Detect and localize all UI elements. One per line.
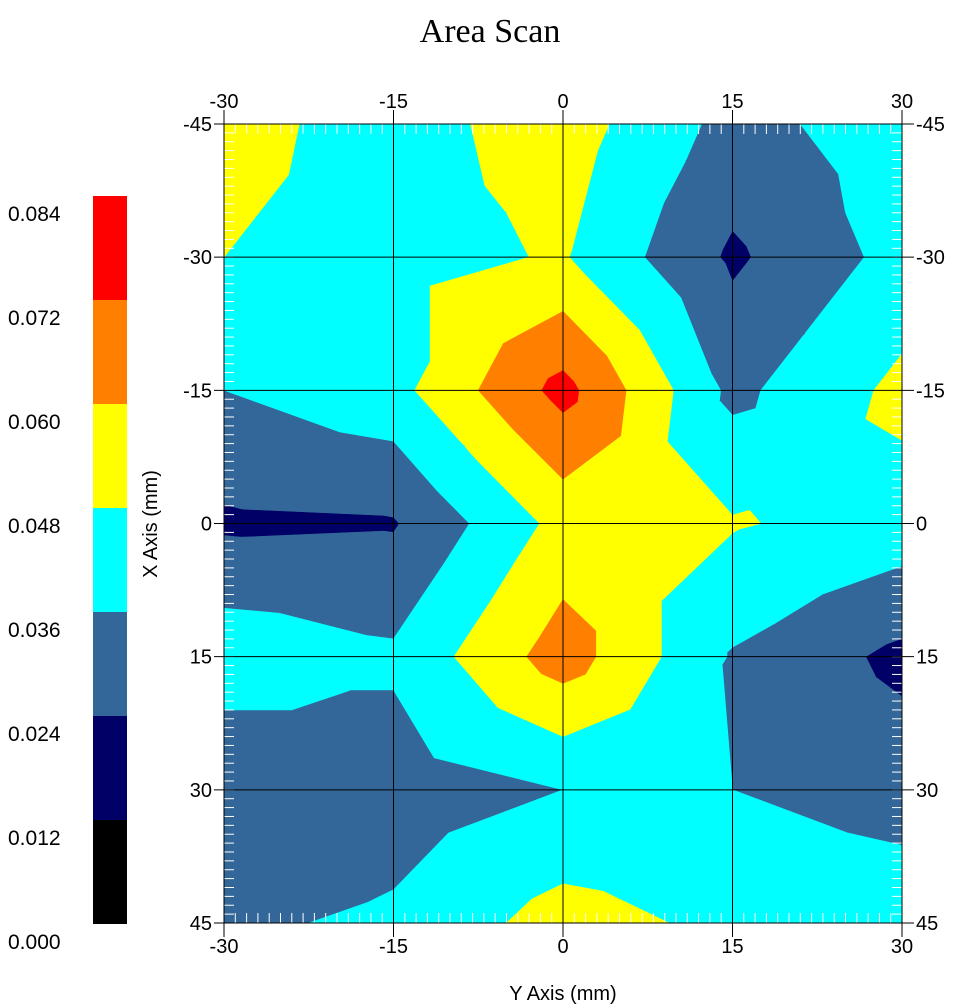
contour-band bbox=[464, 446, 479, 460]
y-tick-label-right: -45 bbox=[916, 114, 945, 136]
contour-band bbox=[804, 321, 818, 334]
contour-band bbox=[429, 285, 479, 363]
x-tick-label-bottom: -15 bbox=[379, 936, 408, 958]
contour-band bbox=[506, 898, 564, 923]
x-tick-label-bottom: -30 bbox=[210, 936, 239, 958]
y-tick-label-left: -30 bbox=[183, 247, 212, 269]
x-tick-label-top: 0 bbox=[557, 91, 568, 113]
contour-band bbox=[224, 389, 310, 510]
y-tick-label-right: -15 bbox=[916, 380, 945, 402]
x-tick-label-top: 30 bbox=[891, 91, 913, 113]
colorbar-tick-label: 0.012 bbox=[8, 827, 61, 850]
colorbar-tick-label: 0.072 bbox=[8, 307, 61, 330]
y-tick-label-right: 30 bbox=[916, 780, 938, 802]
y-tick-label-left: -15 bbox=[183, 380, 212, 402]
grid-lines bbox=[214, 110, 914, 937]
colorbar-tick-label: 0.060 bbox=[8, 411, 61, 434]
colorbar-segment bbox=[93, 612, 127, 716]
x-tick-label-bottom: 15 bbox=[721, 936, 743, 958]
colorbar-segment bbox=[93, 820, 127, 924]
y-tick-label-right: -30 bbox=[916, 247, 945, 269]
colorbar-segment bbox=[93, 716, 127, 820]
contour-field bbox=[224, 124, 902, 923]
colorbar-tick-label: 0.048 bbox=[8, 515, 61, 538]
x-tick-label-top: 15 bbox=[721, 91, 743, 113]
contour-band bbox=[224, 607, 281, 658]
colorbar-tick-label: 0.084 bbox=[8, 203, 61, 226]
x-axis-label: Y Axis (mm) bbox=[509, 983, 616, 1005]
colorbar-segment bbox=[93, 300, 127, 404]
contour-band bbox=[865, 389, 902, 441]
contour-band bbox=[224, 656, 293, 711]
y-axis-label: X Axis (mm) bbox=[140, 470, 162, 578]
y-tick-label-left: 30 bbox=[190, 780, 212, 802]
y-tick-label-left: 45 bbox=[190, 913, 212, 935]
y-tick-label-right: 45 bbox=[916, 913, 938, 935]
contour-band bbox=[224, 256, 310, 391]
x-tick-label-top: -30 bbox=[210, 91, 239, 113]
contour-band bbox=[224, 789, 310, 923]
y-tick-label-right: 0 bbox=[916, 514, 927, 536]
colorbar-segment bbox=[93, 404, 127, 508]
contour-band bbox=[224, 124, 290, 258]
colorbar-tick-label: 0.024 bbox=[8, 723, 61, 746]
x-tick-label-top: -15 bbox=[379, 91, 408, 113]
colorbar-segment bbox=[93, 196, 127, 300]
y-tick-label-left: -45 bbox=[183, 114, 212, 136]
colorbar-tick-label: 0.036 bbox=[8, 619, 61, 642]
colorbar-segment bbox=[93, 508, 127, 612]
y-tick-label-right: 15 bbox=[916, 647, 938, 669]
colorbar: 0.000 0.012 0.024 0.036 0.048 0.060 0.072 0.084 bbox=[8, 196, 127, 954]
x-tick-label-bottom: 30 bbox=[891, 936, 913, 958]
y-tick-label-left: 0 bbox=[201, 514, 212, 536]
x-tick-label-bottom: 0 bbox=[557, 936, 568, 958]
y-tick-label-left: 15 bbox=[190, 647, 212, 669]
chart-title: Area Scan bbox=[420, 13, 561, 50]
colorbar-tick-label: 0.000 bbox=[8, 931, 61, 954]
contour-band bbox=[308, 902, 394, 923]
